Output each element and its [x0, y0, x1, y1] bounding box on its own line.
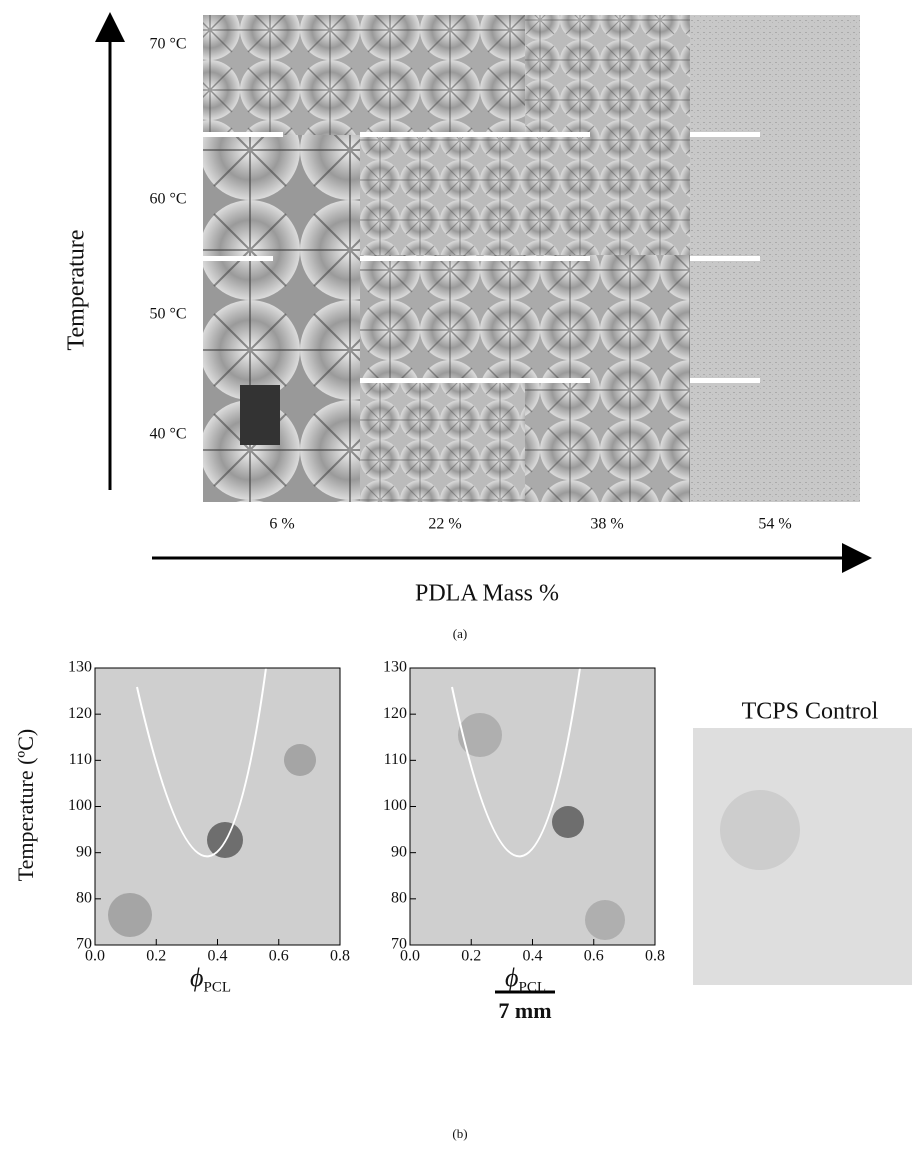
y-tick-label: 90	[76, 843, 92, 860]
x-tick-label: 0.6	[269, 948, 289, 965]
y-tick-label: 100	[68, 797, 92, 814]
column-label: 22 %	[428, 516, 461, 533]
column-label: 6 %	[269, 516, 294, 533]
x-axis-subscript: PCL	[204, 979, 232, 995]
y-axis-label: Temperature (ºC)	[13, 729, 38, 882]
x-tick-label: 0.0	[400, 948, 420, 965]
x-tick-label: 0.6	[584, 948, 604, 965]
row-label: 50 °C	[149, 306, 186, 323]
y-axis-label: Temperature	[64, 230, 90, 351]
x-axis-symbol: ϕ	[190, 963, 203, 992]
x-tick-label: 0.2	[146, 948, 166, 965]
micrograph-grid	[203, 15, 860, 502]
x-tick-label: 0.4	[208, 948, 228, 965]
column-label: 38 %	[590, 516, 623, 533]
x-axis-symbol: ϕ	[505, 963, 518, 992]
x-tick-label: 0.8	[330, 948, 350, 965]
caption: (a)	[453, 626, 467, 641]
y-tick-label: 110	[384, 751, 407, 768]
x-tick-label: 0.0	[85, 948, 105, 965]
control-image	[693, 728, 912, 985]
x-tick-label: 0.8	[645, 948, 665, 965]
y-tick-label: 130	[383, 659, 407, 676]
y-tick-label: 100	[383, 797, 407, 814]
scale-bar-label: 7 mm	[498, 998, 551, 1023]
y-tick-label: 70	[76, 936, 92, 953]
y-tick-label: 120	[383, 705, 407, 722]
control-label: TCPS Control	[742, 699, 879, 725]
y-tick-label: 90	[391, 843, 407, 860]
y-tick-label: 80	[76, 890, 92, 907]
row-label: 60 °C	[149, 191, 186, 208]
caption: (b)	[452, 1126, 467, 1141]
y-tick-label: 110	[69, 751, 92, 768]
x-tick-label: 0.2	[461, 948, 481, 965]
column-label: 54 %	[758, 516, 791, 533]
x-tick-label: 0.4	[523, 948, 543, 965]
y-tick-label: 130	[68, 659, 92, 676]
y-tick-label: 80	[391, 890, 407, 907]
x-axis-label: PDLA Mass %	[415, 581, 559, 607]
y-tick-label: 70	[391, 936, 407, 953]
plot-image	[410, 668, 655, 945]
row-label: 70 °C	[149, 36, 186, 53]
y-tick-label: 120	[68, 705, 92, 722]
x-axis-subscript: PCL	[519, 979, 547, 995]
row-label: 40 °C	[149, 426, 186, 443]
